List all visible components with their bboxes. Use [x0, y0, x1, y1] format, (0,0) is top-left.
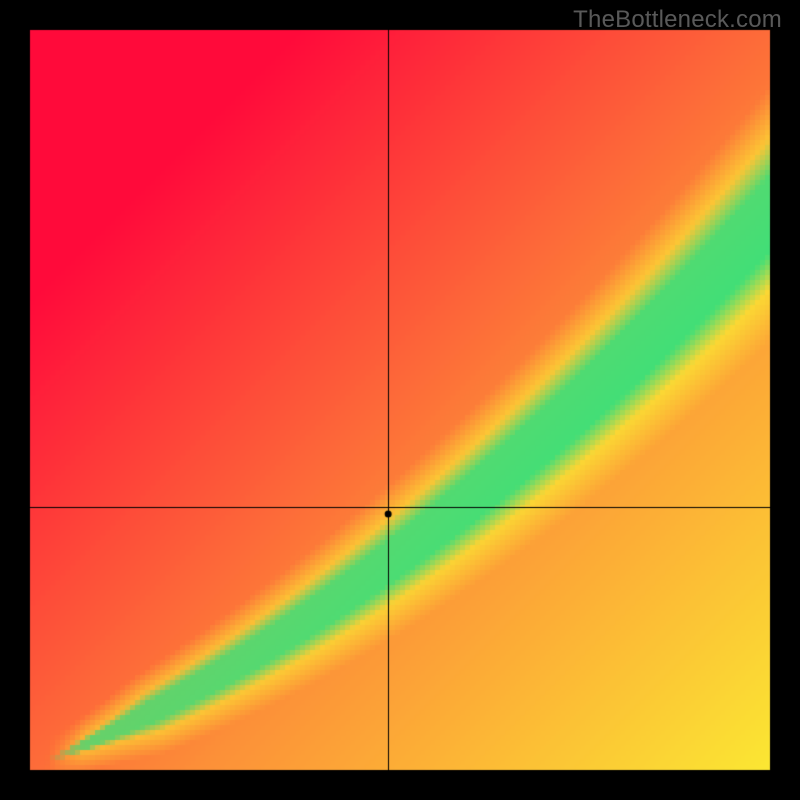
chart-container: TheBottleneck.com — [0, 0, 800, 800]
heatmap-canvas — [0, 0, 800, 800]
